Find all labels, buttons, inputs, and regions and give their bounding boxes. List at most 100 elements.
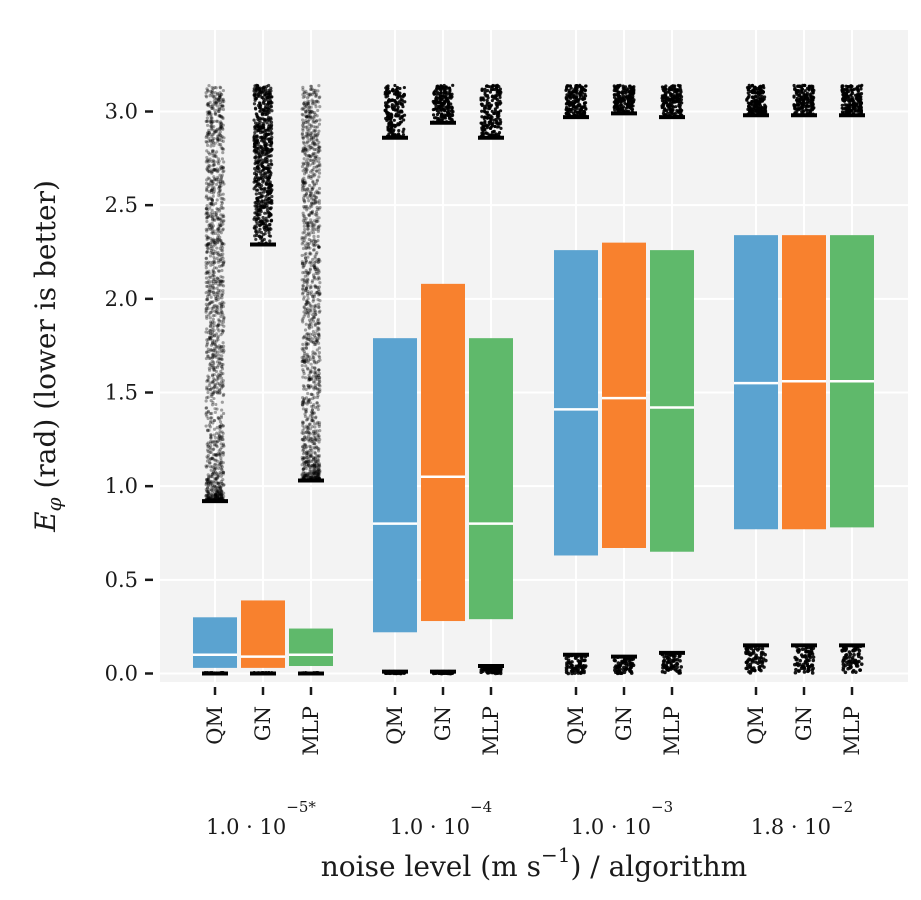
outlier-point — [219, 425, 223, 430]
outlier-point — [315, 251, 319, 255]
outlier-point — [270, 163, 274, 167]
outlier-point — [301, 148, 305, 153]
outlier-point — [205, 134, 209, 138]
outlier-point — [205, 131, 210, 135]
outlier-point — [206, 289, 210, 294]
outlier-point — [219, 333, 223, 337]
outlier-point — [257, 196, 261, 200]
outlier-point — [216, 494, 220, 498]
outlier-point — [314, 269, 318, 274]
outlier-point — [206, 260, 211, 264]
outlier-point — [216, 269, 221, 273]
outlier-point — [481, 128, 486, 132]
outlier-point — [210, 201, 214, 205]
outlier-point — [214, 169, 218, 173]
outlier-point — [221, 470, 226, 474]
outlier-point — [302, 401, 306, 405]
outlier-point — [311, 340, 315, 344]
outlier-point — [313, 416, 318, 420]
outlier-point — [301, 421, 306, 425]
outlier-point — [218, 461, 223, 465]
outlier-point — [304, 279, 308, 283]
outlier-point — [205, 387, 209, 391]
outlier-point — [205, 455, 209, 459]
outlier-point — [212, 161, 216, 165]
outlier-point — [208, 236, 213, 241]
outlier-point — [206, 123, 210, 127]
outlier-point — [314, 252, 318, 256]
outlier-point — [208, 381, 212, 385]
outlier-point — [214, 355, 218, 359]
outlier-point — [311, 186, 315, 190]
outlier-point — [303, 256, 308, 260]
outlier-point — [304, 103, 308, 107]
outlier-point — [314, 239, 318, 244]
outlier-point — [220, 348, 224, 353]
outlier-point — [314, 210, 319, 214]
outlier-point — [219, 224, 223, 228]
outlier-point — [221, 470, 225, 474]
outlier-point — [315, 119, 319, 123]
outlier-point — [315, 133, 320, 137]
outlier-point — [220, 268, 224, 273]
outlier-point — [220, 493, 224, 497]
outlier-point — [208, 465, 213, 469]
outlier-point — [302, 349, 306, 354]
outlier-point — [678, 107, 682, 111]
outlier-point — [214, 291, 218, 295]
outlier-point — [256, 151, 261, 156]
outlier-point — [209, 494, 213, 498]
outlier-point — [447, 104, 451, 108]
outlier-point — [257, 154, 261, 158]
outlier-point — [215, 119, 220, 123]
outlier-point — [301, 336, 305, 340]
outlier-point — [314, 195, 318, 199]
outlier-point — [316, 132, 320, 136]
outlier-point — [210, 286, 214, 290]
outlier-point — [486, 96, 490, 100]
outlier-point — [306, 246, 310, 250]
outlier-point — [306, 384, 310, 388]
outlier-point — [313, 99, 317, 104]
outlier-point — [306, 244, 311, 249]
outlier-point — [210, 359, 214, 363]
outlier-point — [220, 430, 224, 434]
outlier-point — [209, 202, 213, 206]
outlier-point — [205, 244, 209, 248]
outlier-point — [206, 160, 210, 164]
outlier-point — [216, 474, 220, 478]
outlier-point — [218, 207, 222, 211]
outlier-point — [204, 356, 209, 361]
outlier-point — [206, 387, 210, 391]
outlier-point — [217, 323, 221, 327]
outlier-point — [220, 310, 224, 314]
outlier-point — [566, 671, 571, 676]
outlier-point — [316, 150, 320, 154]
outlier-point — [212, 255, 216, 259]
outlier-point — [315, 339, 319, 343]
outlier-point — [207, 223, 211, 228]
outlier-point — [204, 307, 208, 311]
outlier-point — [253, 167, 257, 171]
outlier-point — [209, 211, 213, 215]
outlier-point — [310, 340, 314, 344]
outlier-point — [306, 187, 310, 191]
outlier-point — [213, 260, 217, 264]
outlier-point — [218, 190, 222, 194]
outlier-point — [384, 95, 388, 99]
outlier-point — [316, 458, 321, 463]
outlier-point — [402, 85, 406, 90]
outlier-point — [578, 671, 583, 675]
outlier-point — [212, 167, 217, 172]
outlier-point — [209, 170, 214, 174]
outlier-point — [308, 291, 312, 295]
outlier-point — [315, 119, 319, 123]
outlier-point — [214, 488, 218, 492]
outlier-point — [216, 134, 220, 138]
outlier-point — [208, 254, 213, 258]
outlier-point — [218, 130, 222, 134]
outlier-point — [206, 473, 210, 477]
outlier-point — [316, 272, 320, 276]
outlier-point — [220, 495, 224, 499]
outlier-point — [254, 184, 258, 188]
